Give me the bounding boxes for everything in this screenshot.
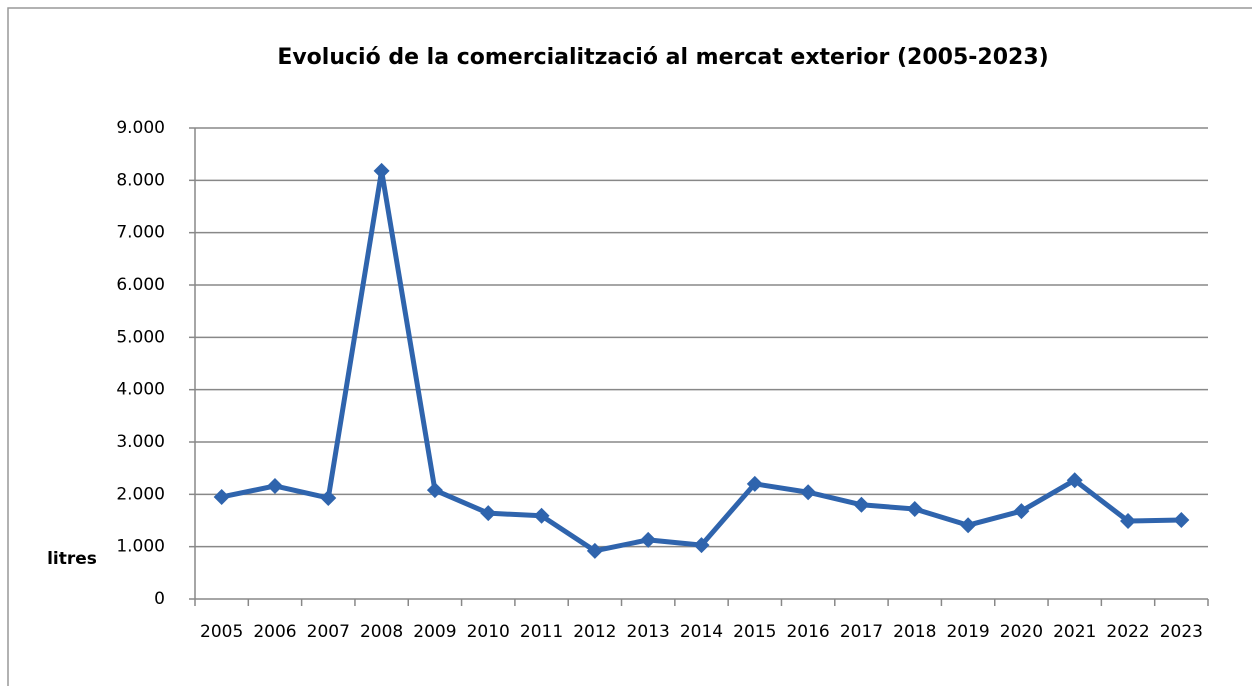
y-tick-label: 9.000	[116, 118, 165, 138]
marker	[320, 489, 337, 506]
y-tick-label: 7.000	[116, 223, 165, 243]
y-tick-label: 5.000	[116, 327, 165, 347]
marker	[746, 475, 763, 492]
x-tick-label: 2008	[360, 622, 403, 642]
y-tick-label: 8.000	[116, 170, 165, 190]
marker	[373, 162, 390, 179]
marker	[1013, 503, 1030, 520]
x-tick-label: 2014	[680, 622, 723, 642]
y-tick-label: 2.000	[116, 484, 165, 504]
x-tick-label: 2019	[946, 622, 989, 642]
y-axis-label: litres	[47, 549, 97, 569]
x-tick-label: 2011	[520, 622, 563, 642]
marker	[266, 477, 283, 494]
y-tick-label: 6.000	[116, 275, 165, 295]
marker	[213, 488, 230, 505]
marker	[800, 484, 817, 501]
x-tick-label: 2018	[893, 622, 936, 642]
marker	[960, 517, 977, 534]
y-tick-label: 1.000	[116, 537, 165, 557]
marker	[853, 496, 870, 513]
marker	[426, 482, 443, 499]
marker	[1120, 513, 1137, 530]
x-tick-label: 2006	[253, 622, 296, 642]
x-tick-label: 2016	[786, 622, 829, 642]
marker	[533, 507, 550, 524]
chart-frame	[7, 7, 1252, 686]
y-tick-label: 4.000	[116, 380, 165, 400]
x-tick-label: 2012	[573, 622, 616, 642]
x-tick-label: 2010	[467, 622, 510, 642]
marker	[693, 537, 710, 554]
x-tick-label: 2005	[200, 622, 243, 642]
x-tick-label: 2021	[1053, 622, 1096, 642]
x-tick-label: 2009	[413, 622, 456, 642]
y-tick-label: 0	[154, 589, 165, 609]
x-tick-label: 2022	[1106, 622, 1149, 642]
x-tick-label: 2015	[733, 622, 776, 642]
y-tick-label: 3.000	[116, 432, 165, 452]
marker	[480, 505, 497, 522]
marker	[906, 500, 923, 517]
x-tick-label: 2023	[1160, 622, 1203, 642]
marker	[640, 531, 657, 548]
marker	[1066, 472, 1083, 489]
x-tick-label: 2007	[307, 622, 350, 642]
x-tick-label: 2020	[1000, 622, 1043, 642]
chart-title: Evolució de la comercialització al merca…	[277, 45, 1048, 70]
marker	[1173, 511, 1190, 528]
x-tick-label: 2013	[627, 622, 670, 642]
x-tick-label: 2017	[840, 622, 883, 642]
marker	[586, 542, 603, 559]
